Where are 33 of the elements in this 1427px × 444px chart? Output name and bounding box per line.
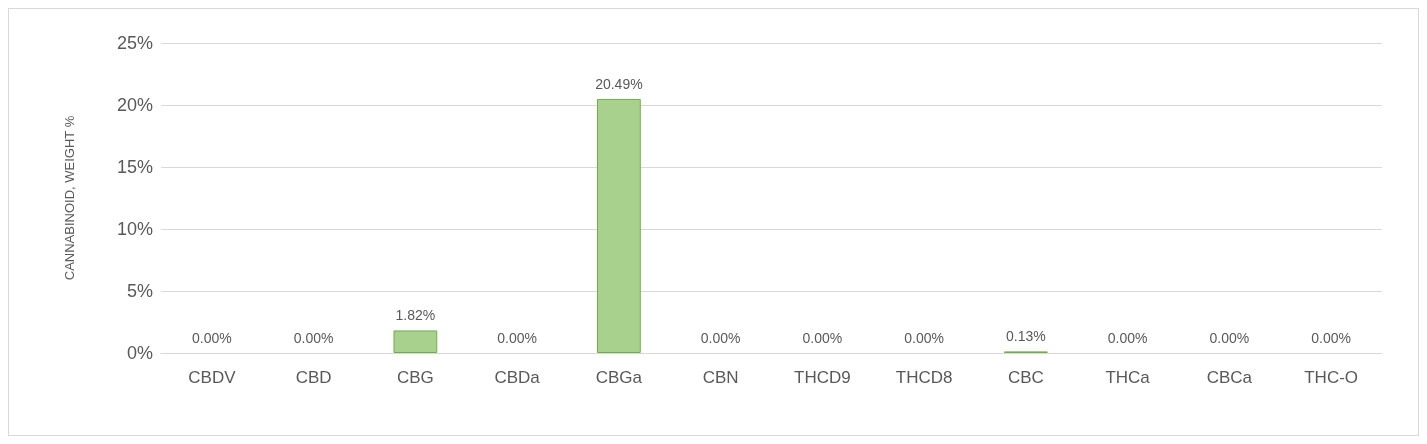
x-tick-label: CBC <box>1007 368 1044 387</box>
data-label: 0.00% <box>904 330 944 346</box>
x-tick-label: THCD8 <box>895 368 953 387</box>
data-label: 20.49% <box>595 75 643 92</box>
y-tick-label: 0% <box>126 343 153 363</box>
data-label: 0.00% <box>192 330 232 346</box>
x-tick-label: CBN <box>702 368 739 387</box>
x-tick-label: CBDa <box>494 368 541 387</box>
data-label: 0.00% <box>497 330 537 346</box>
y-tick-label: 25% <box>116 33 153 53</box>
data-label: 0.00% <box>293 330 334 346</box>
data-label: 0.00% <box>1209 330 1250 346</box>
bar <box>393 330 438 353</box>
bar <box>597 98 641 353</box>
y-tick-label: 10% <box>116 219 153 239</box>
y-tick-label: 5% <box>126 281 153 301</box>
data-label: 0.00% <box>1107 330 1148 346</box>
data-label: 0.00% <box>700 330 741 346</box>
y-axis-title: CANNABINOID, WEIGHT % <box>62 115 77 281</box>
data-label: 0.13% <box>1006 328 1046 345</box>
x-tick-label: THCa <box>1105 368 1151 387</box>
x-tick-label: THCD9 <box>794 368 851 387</box>
y-tick-label: 20% <box>116 95 153 115</box>
data-label: 0.00% <box>802 330 843 346</box>
y-tick-label: 15% <box>116 157 153 177</box>
x-tick-label: CBG <box>396 368 434 387</box>
x-tick-label: CBDV <box>188 368 237 387</box>
x-tick-label: CBGa <box>595 368 643 387</box>
x-tick-label: CBCa <box>1206 368 1253 387</box>
x-tick-label: THC-O <box>1304 368 1359 387</box>
data-label: 0.00% <box>1311 330 1351 346</box>
x-tick-label: CBD <box>295 368 332 387</box>
data-label: 1.82% <box>395 307 436 324</box>
